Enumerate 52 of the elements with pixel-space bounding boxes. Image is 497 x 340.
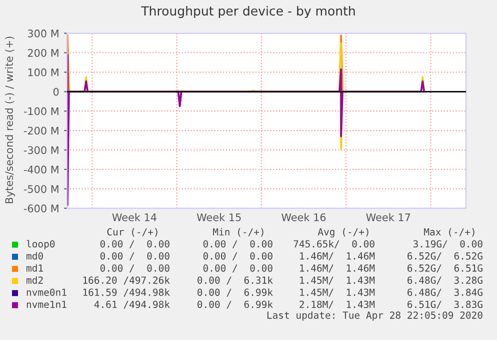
text: 6.51G/ 3.83G [408,300,482,309]
chart-title: Throughput per device - by month [141,6,355,18]
text: 1.45M/ 1.43M [300,276,375,285]
y-tick-label: 300 M [28,30,58,38]
y-tick-label: -600 M [24,204,58,212]
text: 1.46M/ 1.46M [300,264,375,273]
text: 0.00 / 6.99k [198,288,273,297]
y-tick-label: 100 M [28,68,58,76]
legend-label: nvme0n1 [26,288,66,296]
text: Min (-/+) [213,228,264,237]
text: 0.00 / 6.31k [198,276,273,285]
text: 6.48G/ 3.28G [408,276,482,285]
text: 3.19G/ 0.00 [413,240,482,248]
text: 6.48G/ 3.84G [408,288,482,297]
legend-label: nvme1n1 [26,300,66,308]
text: Last update: Tue Apr 28 22:05:09 2020 [267,311,482,321]
legend-label: loop0 [26,240,55,250]
text: 745.65k/ 0.00 [294,240,374,248]
text: Avg (-/+) [318,228,368,238]
y-tick-label: -400 M [24,166,58,174]
text: Cur (-/+) [107,228,158,237]
y-tick-label: -100 M [24,107,58,116]
y-axis-title: Bytes/second read (-) / write (+) [4,36,16,204]
text: 6.52G/ 6.51G [408,264,482,273]
y-tick-label: -500 M [24,185,58,193]
text: Max (-/+) [424,228,474,237]
text: 0.00 / 0.00 [203,240,272,248]
text: 1.46M/ 1.46M [300,252,375,260]
legend-label: md0 [26,252,43,260]
text: 166.20 /497.26k [83,276,170,285]
text: 0.00 / 6.99k [198,300,273,309]
x-tick-label: Week 14 [112,213,156,222]
text: 0.00 / 0.00 [203,252,272,260]
line-series [67,54,426,206]
legend-label: md2 [26,276,43,284]
x-tick-label: Week 15 [196,213,241,222]
text: 0.00 / 0.00 [100,252,170,260]
text: 0.00 / 0.00 [100,240,170,248]
y-tick-label: -300 M [24,146,58,154]
legend-label: md1 [26,264,43,272]
y-tick-label: 200 M [28,48,58,57]
text: 4.61 /494.98k [94,300,170,309]
text: 0.00 / 0.00 [203,264,272,273]
y-tick-label: 0 [53,88,59,96]
text: 6.52G/ 6.52G [408,252,482,260]
text: 2.18M/ 1.43M [300,300,375,309]
text: 0.00 / 0.00 [100,264,170,273]
x-tick-label: Week 16 [282,213,326,222]
y-tick-label: -200 M [24,126,58,135]
text: 161.59 /494.98k [83,288,170,297]
x-tick-label: Week 17 [366,213,410,222]
text: 1.45M/ 1.43M [300,288,375,297]
